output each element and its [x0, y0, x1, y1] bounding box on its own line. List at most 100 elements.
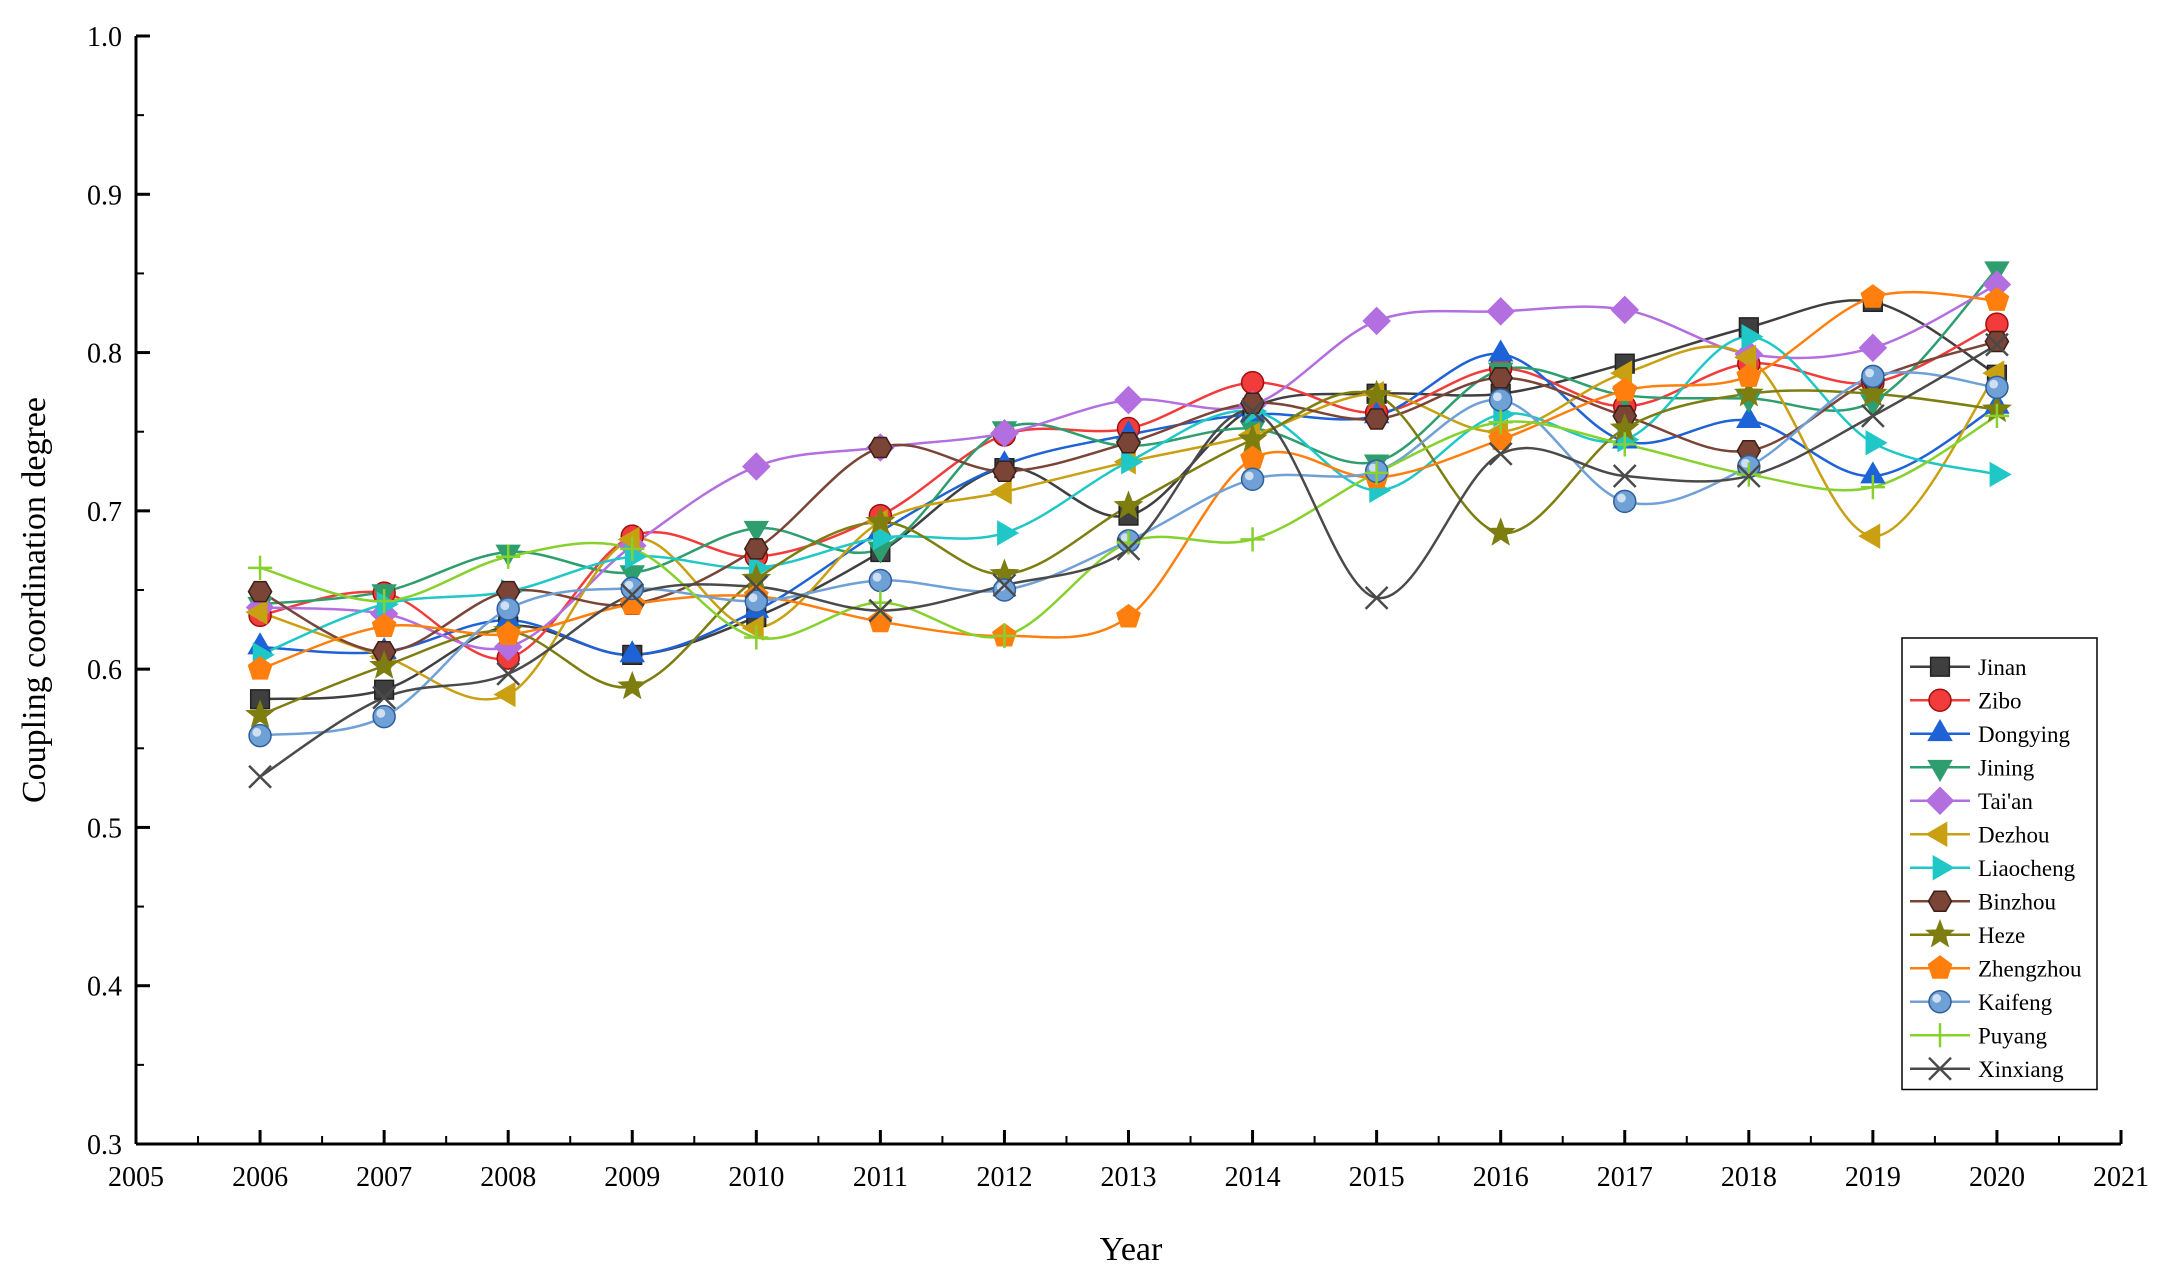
legend-label: Heze [1978, 923, 2025, 948]
series-markers-xinxiang [248, 332, 2009, 789]
data-point-heze [1361, 379, 1392, 409]
data-point-zhengzhou [1984, 287, 2010, 311]
data-point-xinxiang [992, 573, 1017, 598]
series-zibo [259, 322, 1998, 661]
data-point-tai-an [1858, 333, 1888, 363]
data-point-zhengzhou [495, 621, 521, 645]
data-point-dezhou [1734, 344, 1757, 371]
series-line-zhengzhou [259, 290, 1997, 671]
legend-item-jining: Jining [1910, 755, 2035, 782]
data-point-tai-an [742, 452, 771, 481]
data-point-binzhou [743, 538, 769, 560]
x-tick-label: 2014 [1225, 1162, 1281, 1193]
legend-marker [1928, 1056, 1952, 1081]
x-tick-label: 2010 [728, 1162, 784, 1193]
legend-item-dezhou: Dezhou [1910, 821, 2050, 847]
data-point-xinxiang [744, 574, 769, 599]
x-tick-label: 2007 [356, 1162, 412, 1193]
data-point-xinxiang [1364, 586, 1389, 610]
data-point-heze [617, 670, 648, 700]
data-point-tai-an [1114, 385, 1143, 415]
data-point-puyang [1240, 527, 1265, 552]
data-point-puyang [372, 588, 397, 614]
x-tick-label: 2011 [853, 1162, 908, 1193]
data-point-dezhou [741, 615, 764, 641]
data-point-zhengzhou [1488, 426, 1514, 451]
data-point-puyang [496, 544, 521, 569]
x-tick-label: 2019 [1845, 1162, 1901, 1193]
data-point-kaifeng [1985, 375, 2009, 400]
series-line-liaocheng [259, 335, 1998, 657]
data-point-liaocheng [624, 544, 647, 570]
data-point-kaifeng [620, 576, 644, 601]
data-point-xinxiang [372, 685, 397, 710]
data-point-kaifeng [248, 723, 272, 748]
data-point-dezhou [493, 681, 516, 708]
legend-label: Zibo [1978, 688, 2021, 713]
data-point-zibo [1240, 370, 1265, 395]
data-point-zhengzhou [371, 613, 397, 637]
legend-item-zhengzhou: Zhengzhou [1910, 955, 2082, 981]
data-point-binzhou [867, 436, 893, 459]
x-tick-label: 2020 [1969, 1162, 2025, 1193]
data-point-zhengzhou [1116, 603, 1141, 628]
data-point-heze [245, 699, 276, 728]
series-markers-kaifeng [248, 364, 2009, 748]
data-point-kaifeng [1613, 489, 1637, 514]
legend-marker [1932, 855, 1955, 881]
data-point-xinxiang [1860, 404, 1885, 428]
data-point-puyang [744, 625, 769, 650]
legend-label: Xinxiang [1978, 1057, 2064, 1082]
data-point-xinxiang [868, 598, 893, 623]
x-tick-label: 2015 [1349, 1162, 1405, 1193]
data-point-dezhou [1858, 523, 1881, 549]
data-point-liaocheng [997, 520, 1020, 546]
data-point-jining [743, 520, 770, 543]
data-point-kaifeng [744, 589, 769, 613]
data-point-puyang [992, 623, 1017, 649]
y-tick-label: 0.7 [87, 497, 122, 528]
series-layer [245, 261, 2012, 789]
data-point-binzhou [1116, 432, 1141, 454]
data-point-liaocheng [873, 525, 896, 551]
legend: Jinan Zibo Dongying Jining Tai'an Dezhou Liaoc… [1901, 637, 2098, 1091]
data-point-tai-an [1610, 295, 1640, 325]
data-point-binzhou [1364, 408, 1390, 430]
data-point-puyang [1364, 460, 1389, 485]
data-point-xinxiang [620, 582, 645, 607]
data-point-dezhou [989, 479, 1012, 505]
y-tick-label: 0.8 [87, 339, 122, 370]
data-point-binzhou [1488, 367, 1514, 389]
series-zhengzhou [259, 290, 1997, 671]
x-tick-label: 2009 [604, 1162, 660, 1193]
data-point-xinxiang [248, 764, 272, 789]
x-tick-label: 2008 [480, 1162, 536, 1193]
legend-marker [1925, 821, 1948, 847]
legend-item-xinxiang: Xinxiang [1910, 1057, 2064, 1082]
legend-item-liaocheng: Liaocheng [1910, 855, 2076, 881]
data-point-puyang [1860, 475, 1885, 500]
legend-item-puyang: Puyang [1910, 1023, 2048, 1048]
data-point-heze [1113, 490, 1144, 519]
axes: 2005 2006 2007 2008 2009 2010 2011 2012 2013 2014… [87, 22, 2149, 1193]
data-point-dongying [1736, 405, 1762, 428]
x-tick-label: 2012 [976, 1162, 1032, 1193]
legend-marker [1928, 688, 1952, 712]
y-axis-label: Coupling coordination degree [16, 397, 53, 803]
legend-marker [1925, 786, 1955, 816]
data-point-binzhou [1984, 330, 2010, 353]
y-tick-label: 0.9 [87, 180, 122, 211]
series-liaocheng [259, 335, 1998, 657]
data-point-zhengzhou [1612, 377, 1638, 402]
data-point-zhengzhou [1860, 284, 1886, 308]
data-point-kaifeng [868, 568, 893, 593]
legend-marker [1927, 890, 1953, 912]
x-tick-label: 2006 [232, 1162, 288, 1193]
data-point-liaocheng [1121, 449, 1144, 475]
x-tick-label: 2005 [108, 1162, 164, 1193]
data-point-heze [865, 506, 896, 535]
data-point-liaocheng [1989, 461, 2012, 488]
x-tick-label: 2018 [1721, 1162, 1777, 1193]
legend-marker [1929, 656, 1951, 677]
data-point-puyang [1612, 432, 1637, 457]
